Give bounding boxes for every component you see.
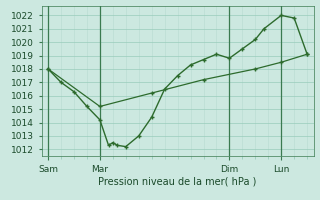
X-axis label: Pression niveau de la mer( hPa ): Pression niveau de la mer( hPa ) [99, 177, 257, 187]
